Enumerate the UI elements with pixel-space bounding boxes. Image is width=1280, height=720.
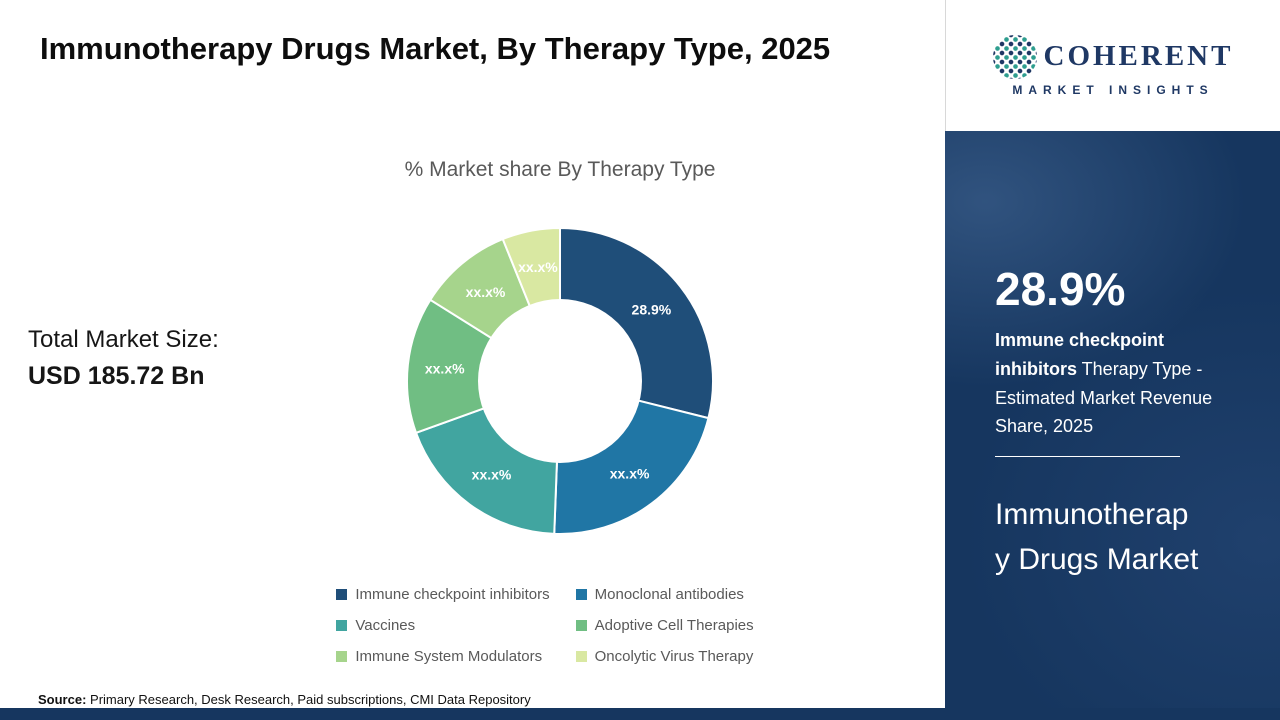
total-market-size-value: USD 185.72 Bn [28,362,205,390]
side-panel: COHERENT MARKET INSIGHTS 28.9% Immune ch… [945,0,1280,720]
brand-logo-row: COHERENT [992,34,1234,79]
legend-label: Oncolytic Virus Therapy [594,648,754,665]
dotted-globe-icon [992,34,1037,79]
donut-value-label-3: xx.x% [425,361,465,377]
donut-value-label-5: xx.x% [518,259,558,275]
legend-item-0: Immune checkpoint inhibitors [336,586,550,603]
highlight-stat-rest: Therapy Type - Estimated Market Revenue … [995,358,1213,437]
legend-swatch-icon [575,651,587,662]
page-title: Immunotherapy Drugs Market, By Therapy T… [40,31,831,66]
panel-divider [995,456,1180,457]
donut-value-label-0: 28.9% [632,302,672,318]
source-label: Source: [38,692,87,707]
legend-swatch-icon [336,651,348,662]
donut-value-label-2: xx.x% [472,467,512,483]
legend-item-3: Adoptive Cell Therapies [575,617,754,634]
legend-swatch-icon [575,589,587,600]
legend-item-5: Oncolytic Virus Therapy [575,648,754,665]
legend-swatch-icon [575,620,587,631]
donut-chart-svg: 28.9% xx.x% xx.x% xx.x% xx.x% xx.x% [406,226,714,535]
source-text: Primary Research, Desk Research, Paid su… [86,692,531,707]
legend-label: Immune checkpoint inhibitors [355,586,550,603]
brand-name: COHERENT [1043,40,1234,72]
brand-tagline: MARKET INSIGHTS [1012,82,1214,97]
source-line: Source: Primary Research, Desk Research,… [38,692,531,707]
legend-label: Monoclonal antibodies [594,586,744,603]
legend-label: Immune System Modulators [355,648,543,665]
legend-item-4: Immune System Modulators [336,648,549,665]
donut-value-label-1: xx.x% [610,466,650,482]
donut-chart: 28.9% xx.x% xx.x% xx.x% xx.x% xx.x% [405,226,715,536]
legend-label: Adoptive Cell Therapies [594,617,754,634]
highlight-stat-value: 28.9% [995,263,1126,315]
market-name: Immunotherapy Drugs Market [995,498,1199,576]
legend-label: Vaccines [355,617,416,634]
chart-legend: Immune checkpoint inhibitors Monoclonal a… [100,586,990,665]
brand-logo: COHERENT MARKET INSIGHTS [945,0,1280,131]
legend-swatch-icon [336,589,348,600]
legend-item-2: Vaccines [336,617,549,634]
legend-swatch-icon [336,620,348,631]
highlight-stat-description: Immune checkpoint inhibitors Therapy Typ… [995,326,1233,441]
total-market-size: Total Market Size: USD 185.72 Bn [28,326,219,391]
highlight-stat-bold: Immune checkpoint inhibitors [995,330,1165,379]
donut-value-label-4: xx.x% [466,284,506,300]
total-market-size-label: Total Market Size: [28,326,219,353]
legend-item-1: Monoclonal antibodies [575,586,754,603]
donut-hole [478,299,642,463]
bottom-accent-strip [0,708,1280,720]
chart-title: % Market share By Therapy Type [404,158,716,181]
